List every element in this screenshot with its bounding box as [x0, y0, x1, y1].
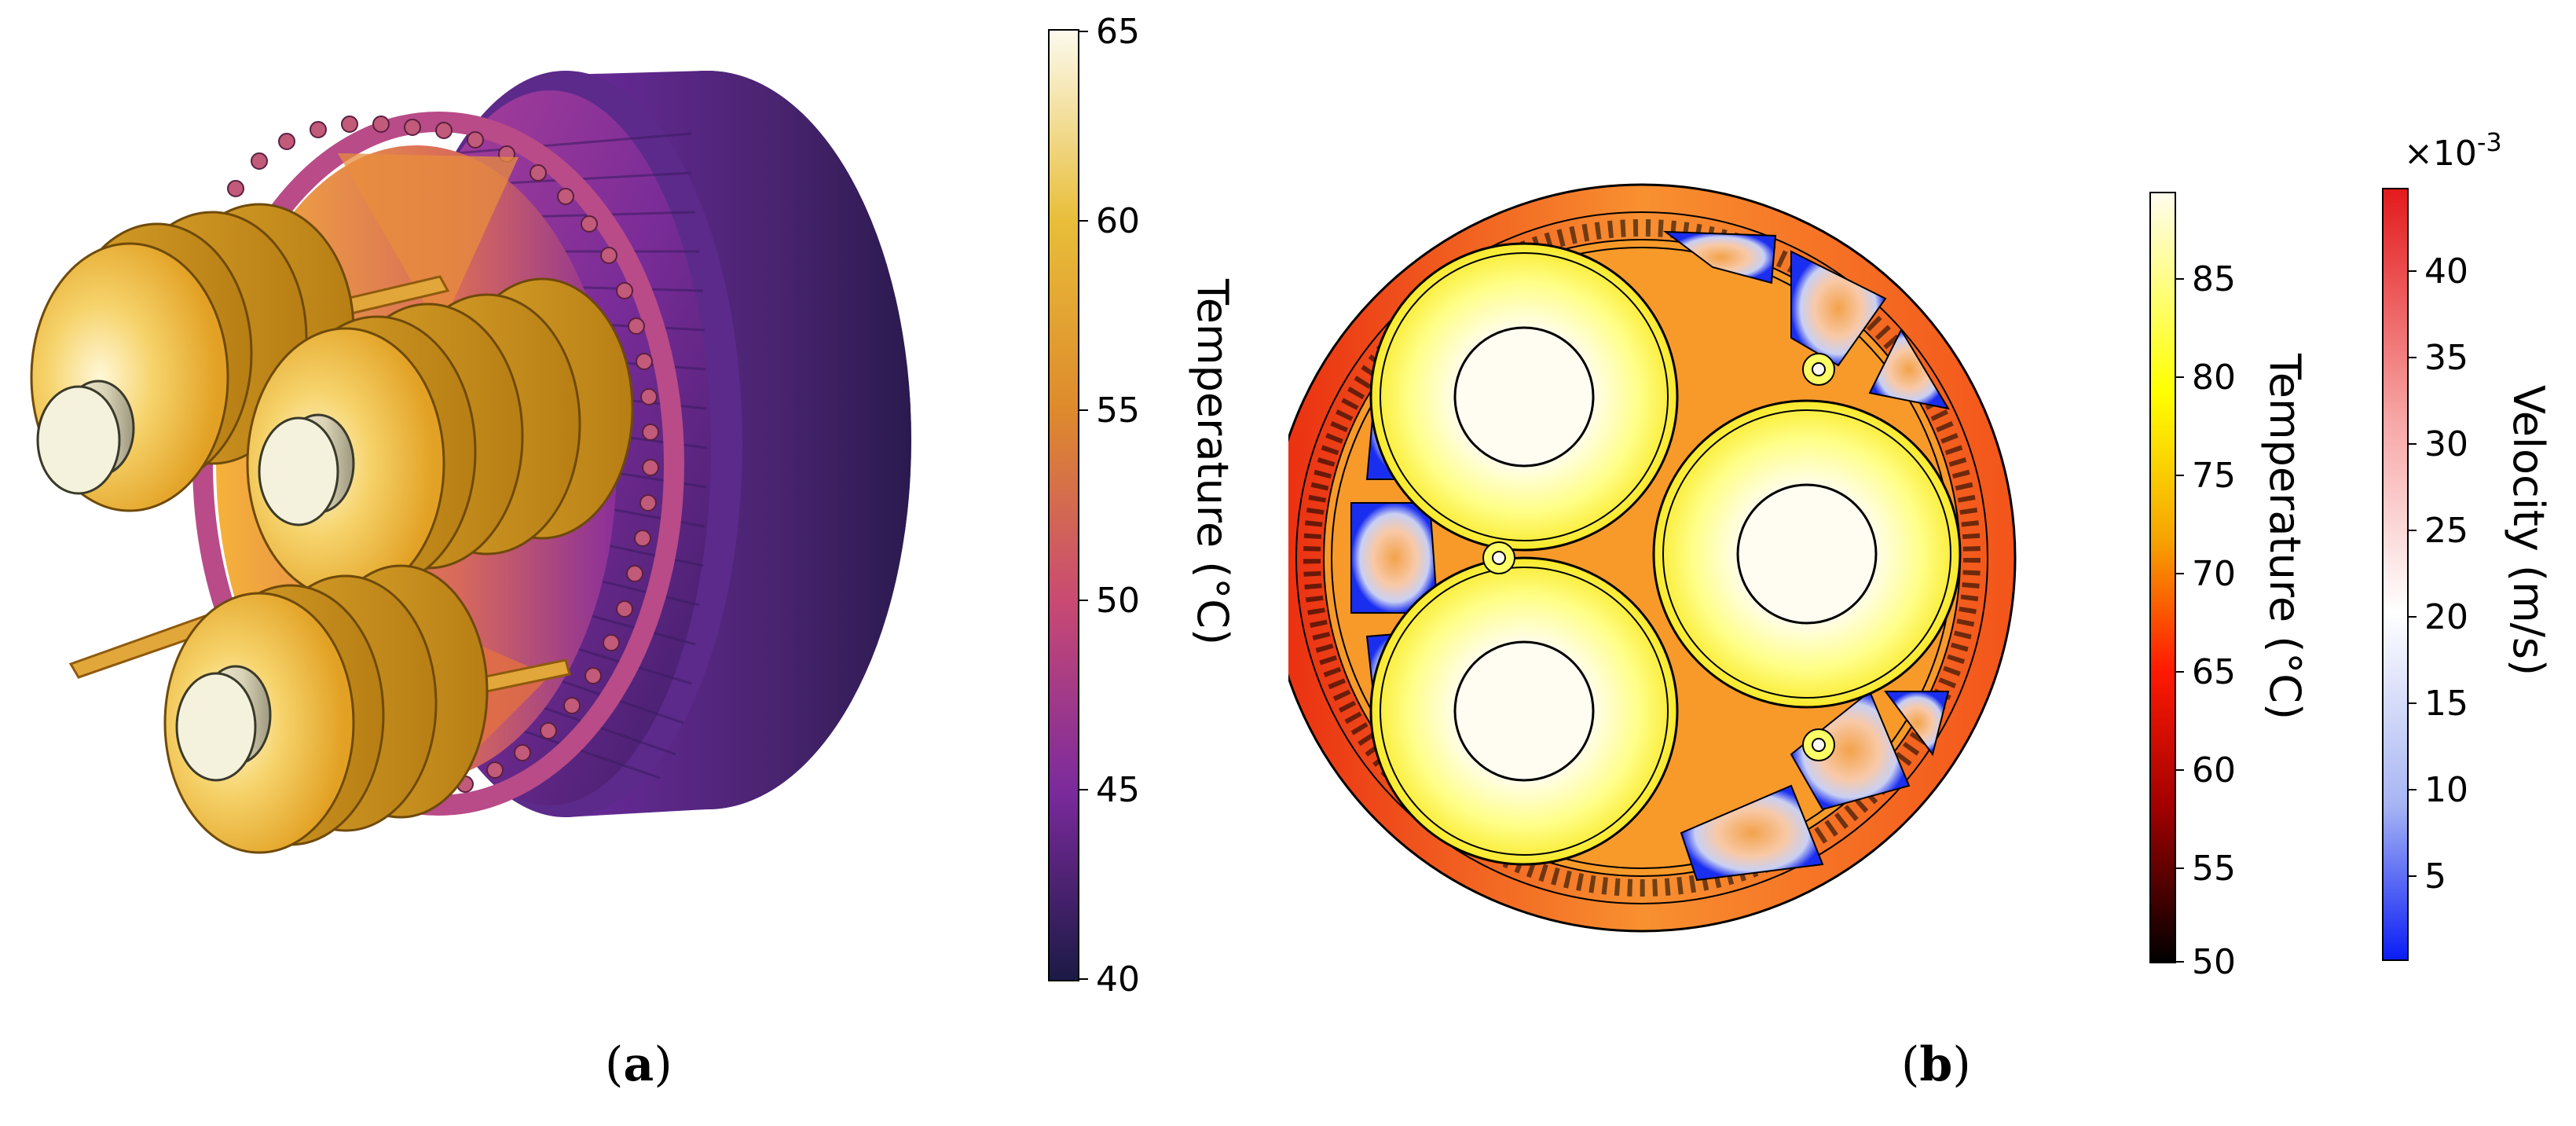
velocity-colorbar: 40 35 30 25 20 15 10 5 ×10-3 Velocity (m… [2382, 127, 2553, 961]
colorbar-a-tick: 40 [1096, 959, 1140, 999]
panel-b: 85 80 75 70 65 60 55 50 Temperature (°C)… [1288, 0, 2576, 1126]
colorbar-a-tick: 50 [1096, 581, 1140, 621]
colorbar-a-tick: 55 [1096, 391, 1140, 431]
pilot-conductors [1482, 353, 1835, 761]
conductor-2 [1652, 399, 1962, 709]
velocity-tick: 35 [2424, 338, 2468, 378]
velocity-tick: 25 [2424, 511, 2468, 551]
velocity-tick: 5 [2424, 856, 2446, 897]
panel-a-figure: 65 60 55 50 45 40 Temperature (°C) [30, 12, 1237, 999]
temperature-colorbar: 85 80 75 70 65 60 55 50 Temperature (°C) [2149, 192, 2310, 982]
temperature-tick: 70 [2192, 554, 2236, 594]
colorbar-a-tick: 65 [1096, 12, 1140, 52]
temperature-colorbar-label: Temperature (°C) [2260, 353, 2310, 720]
velocity-tick: 15 [2424, 684, 2468, 724]
velocity-tick: 40 [2424, 251, 2468, 292]
temperature-tick: 75 [2192, 456, 2236, 496]
panel-a: 65 60 55 50 45 40 Temperature (°C) (a) [30, 12, 1237, 1092]
temperature-tick: 55 [2192, 849, 2236, 889]
temperature-tick: 80 [2192, 358, 2236, 398]
temperature-tick: 50 [2192, 942, 2236, 982]
colorbar-a-label: Temperature (°C) [1188, 278, 1237, 645]
colorbar-a: 65 60 55 50 45 40 Temperature (°C) [1048, 12, 1237, 999]
velocity-tick: 30 [2424, 424, 2468, 464]
power-core-3 [163, 564, 489, 854]
power-core-2 [246, 277, 634, 600]
panel-b-caption: (b) [1901, 1037, 1971, 1092]
colorbar-a-tick: 45 [1096, 770, 1140, 810]
velocity-colorbar-label: Velocity (m/s) [2504, 385, 2553, 676]
temperature-tick: 65 [2192, 652, 2236, 692]
velocity-tick: 20 [2424, 597, 2468, 637]
velocity-exponent: ×10-3 [2404, 127, 2502, 174]
panel-b-figure: 85 80 75 70 65 60 55 50 Temperature (°C)… [1288, 127, 2553, 982]
conductor-3 [1369, 556, 1679, 866]
velocity-tick: 10 [2424, 770, 2468, 810]
conductor-1 [1369, 242, 1679, 552]
temperature-tick: 85 [2192, 259, 2236, 299]
temperature-tick: 60 [2192, 750, 2236, 790]
colorbar-a-tick: 60 [1096, 201, 1140, 241]
panel-a-caption: (a) [605, 1037, 672, 1092]
